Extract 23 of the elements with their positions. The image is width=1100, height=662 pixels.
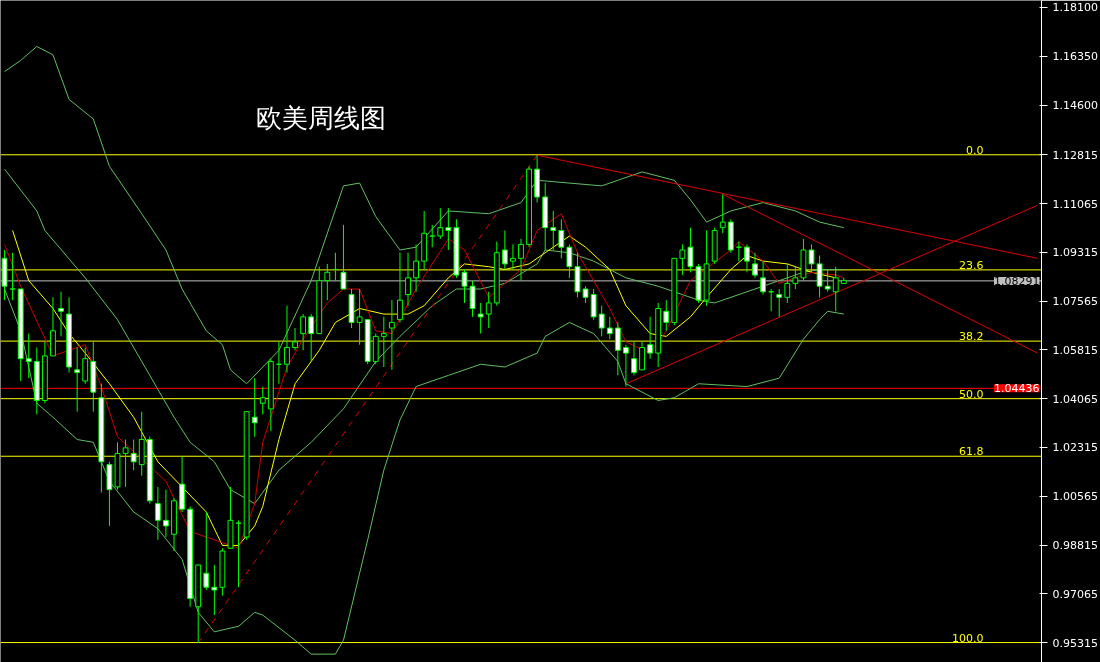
y-tick-label: 1.00565 — [1052, 490, 1098, 504]
y-tick-label: 1.09315 — [1052, 246, 1098, 260]
y-tick-label: 0.95315 — [1052, 636, 1098, 650]
y-tick-label: 1.18100 — [1052, 1, 1098, 15]
y-tick-label: 1.12815 — [1052, 148, 1098, 162]
y-tick-label: 1.05815 — [1052, 343, 1098, 357]
y-tick-label: 0.97065 — [1052, 587, 1098, 601]
ref-line-label: 1.04436 — [994, 382, 1040, 396]
y-tick-label: 1.11065 — [1052, 197, 1098, 211]
annotation: 23.6 — [959, 258, 984, 272]
annotation: 100.0 — [952, 631, 984, 645]
y-tick-label: 1.07565 — [1052, 295, 1098, 309]
annotation: 38.2 — [959, 330, 984, 344]
y-tick-label: 1.14600 — [1052, 99, 1098, 113]
text: 欧美周线图 — [255, 102, 386, 133]
y-tick-label: 1.02315 — [1052, 441, 1098, 455]
ref-line-label: 1.08291 — [994, 274, 1040, 288]
y-tick-label: 0.98815 — [1052, 539, 1098, 553]
annotation: 61.8 — [959, 445, 984, 459]
annotation: 50.0 — [959, 387, 984, 401]
annotation: 0.0 — [966, 143, 984, 157]
y-tick-label: 1.04065 — [1052, 392, 1098, 406]
y-tick-label: 1.16350 — [1052, 50, 1098, 64]
